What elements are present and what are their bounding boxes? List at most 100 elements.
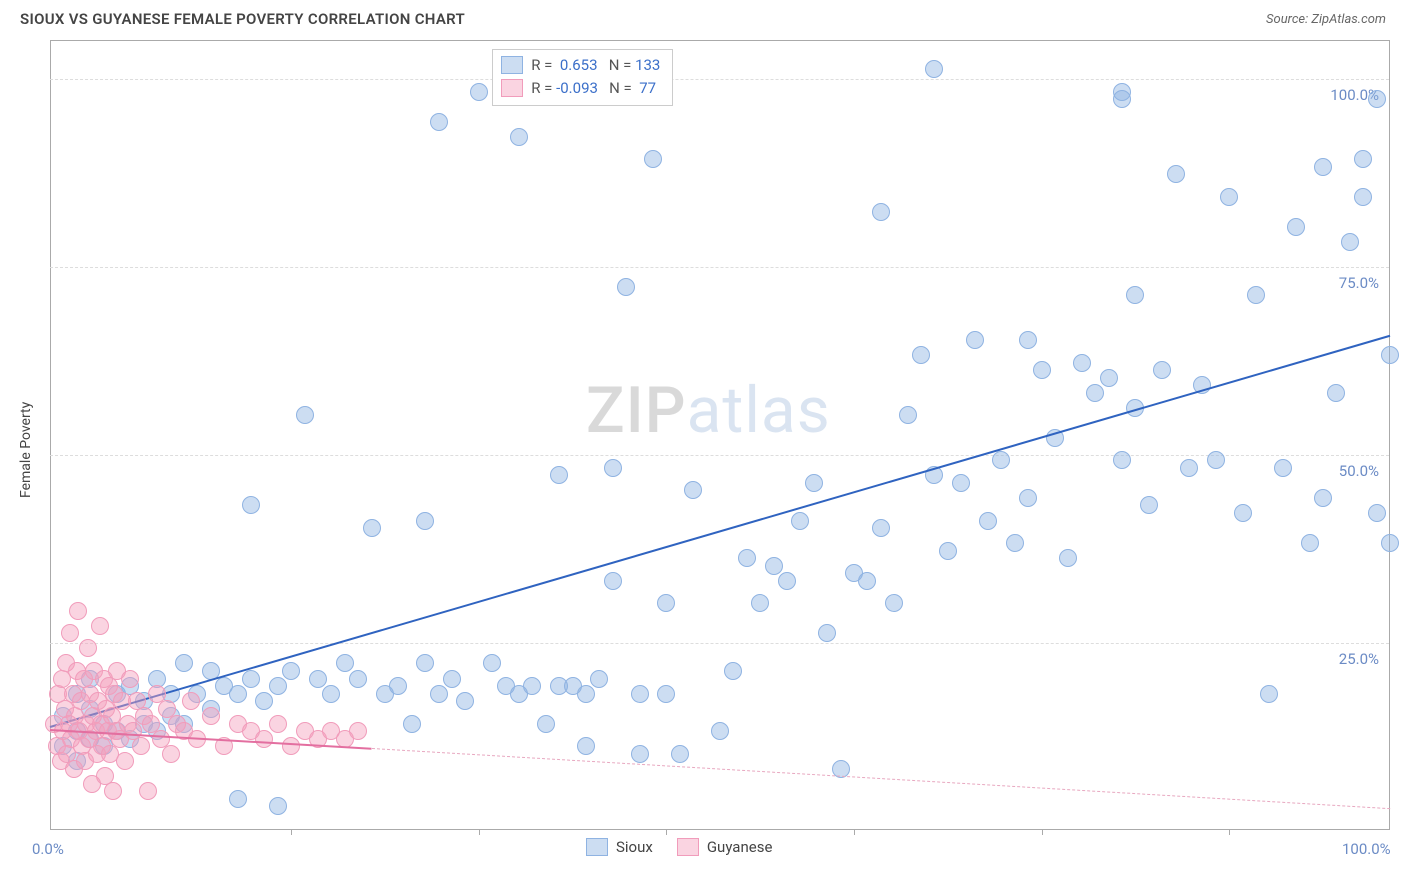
- correlation-box: R = 0.653 N = 133R = -0.093 N = 77: [492, 49, 673, 106]
- data-point: [899, 406, 917, 424]
- data-point: [1381, 346, 1399, 364]
- x-tick: [854, 829, 855, 835]
- data-point: [349, 670, 367, 688]
- data-point: [1234, 504, 1252, 522]
- data-point: [818, 624, 836, 642]
- data-point: [1019, 331, 1037, 349]
- data-point: [631, 685, 649, 703]
- gridline: [50, 79, 1389, 80]
- x-tick: [1042, 829, 1043, 835]
- watermark: ZIPatlas: [586, 373, 831, 448]
- data-point: [282, 662, 300, 680]
- data-point: [1033, 361, 1051, 379]
- data-point: [858, 572, 876, 590]
- data-point: [336, 654, 354, 672]
- data-point: [523, 677, 541, 695]
- data-point: [577, 737, 595, 755]
- data-point: [765, 557, 783, 575]
- data-point: [182, 692, 200, 710]
- gridline: [50, 267, 1389, 268]
- legend: SiouxGuyanese: [586, 838, 772, 856]
- data-point: [644, 150, 662, 168]
- data-point: [604, 459, 622, 477]
- data-point: [202, 707, 220, 725]
- data-point: [322, 685, 340, 703]
- y-tick-label: 50.0%: [1339, 462, 1379, 480]
- data-point: [1019, 489, 1037, 507]
- data-point: [483, 654, 501, 672]
- data-point: [1167, 165, 1185, 183]
- data-point: [1287, 218, 1305, 236]
- data-point: [443, 670, 461, 688]
- data-point: [1354, 150, 1372, 168]
- y-tick-label: 75.0%: [1339, 274, 1379, 292]
- data-point: [69, 602, 87, 620]
- x-min-label: 0.0%: [32, 840, 64, 858]
- data-point: [430, 113, 448, 131]
- data-point: [229, 790, 247, 808]
- data-point: [1327, 384, 1345, 402]
- data-point: [1086, 384, 1104, 402]
- x-tick: [291, 829, 292, 835]
- data-point: [132, 737, 150, 755]
- legend-label: Guyanese: [707, 838, 773, 856]
- data-point: [389, 677, 407, 695]
- correlation-text: R = 0.653 N = 133: [531, 54, 660, 77]
- data-point: [1368, 504, 1386, 522]
- data-point: [430, 685, 448, 703]
- data-point: [91, 617, 109, 635]
- data-point: [456, 692, 474, 710]
- data-point: [1113, 90, 1131, 108]
- data-point: [1354, 188, 1372, 206]
- data-point: [925, 60, 943, 78]
- data-point: [1260, 685, 1278, 703]
- data-point: [61, 624, 79, 642]
- data-point: [604, 572, 622, 590]
- data-point: [269, 797, 287, 815]
- data-point: [872, 203, 890, 221]
- data-point: [1073, 354, 1091, 372]
- data-point: [805, 474, 823, 492]
- legend-item: Guyanese: [677, 838, 773, 856]
- chart-source: Source: ZipAtlas.com: [1266, 12, 1386, 27]
- data-point: [510, 128, 528, 146]
- chart-header: SIOUX VS GUYANESE FEMALE POVERTY CORRELA…: [0, 0, 1406, 34]
- data-point: [724, 662, 742, 680]
- data-point: [992, 451, 1010, 469]
- data-point: [162, 745, 180, 763]
- data-point: [617, 278, 635, 296]
- data-point: [255, 692, 273, 710]
- data-point: [1180, 459, 1198, 477]
- data-point: [912, 346, 930, 364]
- data-point: [269, 677, 287, 695]
- y-tick-label: 25.0%: [1339, 650, 1379, 668]
- y-axis-label: Female Poverty: [18, 402, 34, 498]
- data-point: [657, 685, 675, 703]
- data-point: [778, 572, 796, 590]
- data-point: [1220, 188, 1238, 206]
- data-point: [79, 639, 97, 657]
- chart-title: SIOUX VS GUYANESE FEMALE POVERTY CORRELA…: [20, 10, 465, 28]
- x-max-label: 100.0%: [1342, 840, 1391, 858]
- data-point: [121, 670, 139, 688]
- data-point: [1341, 233, 1359, 251]
- correlation-row: R = -0.093 N = 77: [501, 77, 660, 100]
- correlation-row: R = 0.653 N = 133: [501, 54, 660, 77]
- data-point: [416, 654, 434, 672]
- data-point: [1153, 361, 1171, 379]
- data-point: [255, 730, 273, 748]
- data-point: [1314, 489, 1332, 507]
- data-point: [1059, 549, 1077, 567]
- correlation-text: R = -0.093 N = 77: [531, 77, 656, 100]
- data-point: [684, 481, 702, 499]
- data-point: [1140, 496, 1158, 514]
- legend-swatch: [677, 838, 699, 856]
- data-point: [577, 685, 595, 703]
- series-swatch: [501, 79, 523, 97]
- x-tick: [479, 829, 480, 835]
- gridline: [50, 455, 1389, 456]
- data-point: [1314, 158, 1332, 176]
- data-point: [751, 594, 769, 612]
- scatter-chart: 25.0%50.0%75.0%100.0%ZIPatlasR = 0.653 N…: [50, 40, 1390, 830]
- data-point: [671, 745, 689, 763]
